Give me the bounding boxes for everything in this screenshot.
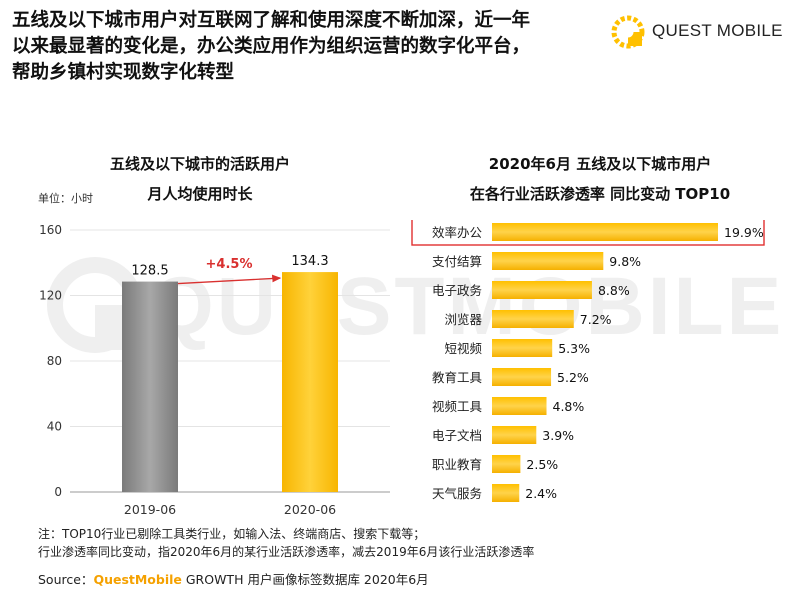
headline-line: 以来最显著的变化是，办公类应用作为组织运营的数字化平台， [12, 36, 531, 57]
highlight-box [411, 220, 765, 246]
bar [492, 339, 553, 357]
bar [282, 272, 338, 492]
bar-value-label: 7.2% [580, 312, 612, 327]
bar-value-label: 128.5 [131, 264, 168, 279]
category-label: 教育工具 [432, 370, 483, 385]
category-label: 浏览器 [444, 312, 482, 327]
bar [492, 368, 552, 386]
category-label: 短视频 [444, 341, 482, 356]
page-headline: 五线及以下城市用户对互联网了解和使用深度不断加深，近一年 以来最显著的变化是，办… [12, 8, 592, 86]
bar-value-label: 2.4% [525, 486, 557, 501]
bar [492, 484, 520, 502]
category-label: 支付结算 [432, 254, 482, 269]
x-tick-label: 2019-06 [124, 502, 176, 517]
headline-line: 五线及以下城市用户对互联网了解和使用深度不断加深，近一年 [12, 10, 531, 31]
x-tick-label: 2020-06 [284, 502, 336, 517]
bar [492, 281, 592, 299]
y-tick-label: 40 [47, 420, 62, 434]
bar-value-label: 5.3% [558, 341, 590, 356]
y-tick-label: 160 [39, 223, 62, 237]
right-bar-chart: 效率办公 19.9% 支付结算 9.8% 电子政务 8.8% 浏览器 7.2% 短视频 5.3% 教… [411, 220, 765, 502]
category-label: 天气服务 [432, 486, 482, 501]
left-chart-title-line1: 五线及以下城市的活跃用户 [109, 155, 290, 173]
y-tick-label: 0 [54, 485, 62, 499]
growth-arrow [177, 274, 282, 285]
bar-value-label: 5.2% [557, 370, 589, 385]
left-chart-title-line2: 月人均使用时长 [147, 185, 253, 203]
bar [122, 281, 178, 492]
bar [492, 426, 537, 444]
bar [492, 310, 574, 328]
bar [492, 223, 718, 241]
category-label: 职业教育 [432, 457, 482, 472]
growth-label: +4.5% [206, 257, 253, 272]
headline-line: 帮助乡镇村实现数字化转型 [12, 62, 235, 83]
bar-value-label: 9.8% [609, 254, 641, 269]
category-label: 视频工具 [432, 399, 483, 414]
source-line: Source：QuestMobile GROWTH 用户画像标签数据库 2020… [38, 569, 429, 588]
bar-value-label: 134.3 [291, 254, 328, 269]
category-label: 电子文档 [432, 428, 482, 443]
questmobile-logo: QUEST MOBILE [608, 12, 793, 52]
footnote-line2: 行业渗透率同比变动，指2020年6月的某行业活跃渗透率，减去2019年6月该行业… [38, 545, 535, 559]
bar-value-label: 2.5% [526, 457, 558, 472]
bar [492, 252, 604, 270]
unit-label: 单位：小时 [38, 192, 93, 205]
bar [492, 397, 547, 415]
bar [492, 455, 521, 473]
y-tick-label: 120 [39, 289, 62, 303]
right-chart-title-line2: 在各行业活跃渗透率 同比变动 TOP10 [469, 185, 731, 203]
bar-value-label: 3.9% [542, 428, 574, 443]
logo-text: QUEST MOBILE [652, 21, 783, 40]
bar-value-label: 19.9% [724, 225, 764, 240]
category-label: 电子政务 [432, 283, 482, 298]
source-brand: QuestMobile [93, 572, 182, 587]
source-suffix: GROWTH 用户画像标签数据库 2020年6月 [181, 572, 429, 587]
left-bar-chart: 0 40 80 120 160 128.5 2019-06 134.3 2020-06 +4.5… [39, 223, 390, 517]
bar-value-label: 8.8% [598, 283, 630, 298]
bar-value-label: 4.8% [553, 399, 585, 414]
category-label: 效率办公 [432, 225, 483, 240]
source-prefix: Source： [38, 572, 94, 587]
footnote-line1: 注：TOP10行业已剔除工具类行业，如输入法、终端商店、搜索下载等； [38, 527, 426, 541]
y-tick-label: 80 [47, 354, 62, 368]
right-chart-title-line1: 2020年6月 五线及以下城市用户 [488, 155, 712, 173]
questmobile-logo-icon [611, 15, 645, 49]
